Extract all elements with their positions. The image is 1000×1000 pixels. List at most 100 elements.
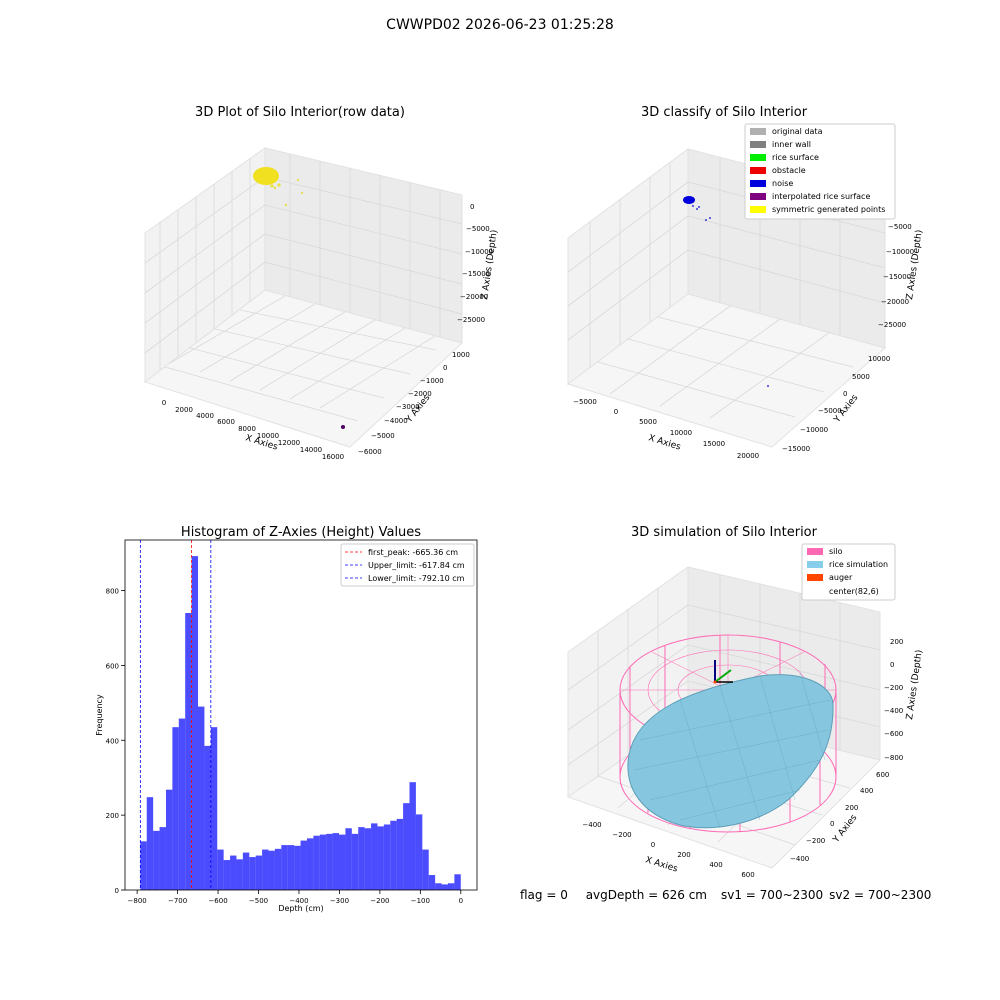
histogram-x-tick-label: −300	[330, 897, 349, 905]
histogram-bar	[377, 826, 384, 890]
svg-text:20000: 20000	[737, 452, 759, 460]
simulation-3d-title: 3D simulation of Silo Interior	[631, 525, 818, 540]
svg-text:−600: −600	[884, 730, 903, 738]
histogram-legend-label: Lower_limit: -792.10 cm	[368, 574, 465, 583]
histogram-x-tick-label: −400	[289, 897, 308, 905]
histogram-bar	[345, 828, 352, 890]
histogram-bar	[165, 789, 173, 890]
histogram-bar	[300, 840, 307, 890]
histogram-bar	[422, 849, 429, 890]
svg-text:14000: 14000	[300, 446, 322, 454]
histogram-bar	[223, 860, 231, 890]
svg-text:0: 0	[651, 841, 655, 849]
legend-inner-wall: inner wall	[772, 140, 811, 149]
histogram-bar	[447, 883, 455, 890]
histogram-bar	[185, 612, 192, 890]
histogram-frame	[124, 539, 478, 891]
svg-text:0: 0	[890, 661, 894, 669]
svg-text:−5000: −5000	[573, 398, 597, 406]
svg-text:−5000: −5000	[466, 225, 490, 233]
histogram-bar	[383, 824, 391, 890]
histogram-bar	[262, 849, 269, 890]
histogram-bar	[191, 556, 199, 890]
svg-text:1000: 1000	[452, 351, 470, 359]
histogram-bar	[358, 827, 365, 890]
histogram-bar	[371, 823, 378, 890]
svg-text:−6000: −6000	[358, 448, 382, 456]
svg-text:600: 600	[876, 771, 889, 779]
histogram-bar	[396, 818, 404, 890]
avg-depth-text: avgDepth = 626 cm	[585, 888, 707, 902]
histogram-y-tick-label: 200	[106, 812, 119, 820]
svg-text:15000: 15000	[703, 440, 725, 448]
histogram-bar	[153, 830, 160, 890]
histogram-bar	[146, 797, 154, 890]
histogram-title: Histogram of Z-Axies (Height) Values	[181, 525, 421, 540]
legend-silo: silo	[829, 547, 843, 556]
histogram-x-tick-label: −700	[168, 897, 187, 905]
svg-text:400: 400	[860, 787, 873, 795]
histogram-y-tick-label: 0	[115, 887, 119, 895]
legend-noise: noise	[772, 179, 793, 188]
svg-text:−5000: −5000	[888, 223, 912, 231]
histogram-legend	[340, 543, 475, 587]
svg-text:−5000: −5000	[818, 407, 842, 415]
svg-text:−4000: −4000	[384, 417, 408, 425]
svg-text:10000: 10000	[670, 429, 692, 437]
svg-text:−25000: −25000	[457, 316, 485, 324]
histogram-x-tick-label: −100	[411, 897, 430, 905]
svg-text:0: 0	[443, 364, 447, 372]
svg-text:600: 600	[741, 871, 754, 879]
histogram-bar	[409, 782, 416, 890]
svg-text:−200: −200	[884, 684, 903, 692]
svg-text:16000: 16000	[322, 453, 344, 461]
auger-indicator	[713, 660, 733, 684]
svg-text:−25000: −25000	[878, 321, 906, 329]
histogram-bar	[172, 727, 179, 890]
svg-text:0: 0	[162, 399, 166, 407]
histogram-bar	[339, 834, 346, 890]
svg-text:−15000: −15000	[883, 273, 911, 281]
raw-3d-title: 3D Plot of Silo Interior(row data)	[195, 105, 405, 120]
sv1-text: sv1 = 700~2300	[721, 888, 824, 902]
figure-title: CWWPD02 2026-06-23 01:25:28	[386, 17, 614, 33]
svg-text:−200: −200	[612, 831, 631, 839]
histogram-x-tick-label: 0	[459, 897, 463, 905]
histogram-y-tick-label: 600	[106, 662, 119, 670]
histogram-bar	[210, 727, 218, 890]
histogram-bar	[274, 848, 282, 890]
svg-text:2000: 2000	[175, 406, 193, 414]
svg-text:200: 200	[677, 851, 690, 859]
histogram-bar	[313, 835, 320, 890]
histogram-bar	[306, 838, 314, 890]
svg-text:400: 400	[709, 861, 722, 869]
svg-text:−2000: −2000	[408, 390, 432, 398]
legend-obstacle: obstacle	[772, 166, 806, 175]
histogram-bar	[435, 883, 442, 890]
svg-text:−200: −200	[806, 837, 825, 845]
histogram-bar	[454, 874, 461, 890]
histogram-bar	[204, 745, 211, 890]
svg-text:4000: 4000	[196, 412, 214, 420]
svg-text:0: 0	[830, 820, 834, 828]
svg-text:10000: 10000	[868, 355, 890, 363]
histogram-bar	[319, 834, 327, 890]
status-footer: flag = 0 avgDepth = 626 cm sv1 = 700~2300…	[520, 888, 945, 902]
histogram-bar	[242, 852, 250, 890]
raw-3d-panel: 3D Plot of Silo Interior(row data) X Axi…	[143, 105, 500, 461]
svg-text:−3000: −3000	[396, 403, 420, 411]
svg-text:12000: 12000	[278, 439, 300, 447]
histogram-x-tick-label: −200	[370, 897, 389, 905]
raw-z-label: Z Axies (Depth)	[480, 229, 500, 300]
svg-text:−10000: −10000	[800, 426, 828, 434]
simulation-legend: silo rice simulation auger center(82,6)	[801, 543, 896, 601]
raw-outlier-point	[341, 425, 345, 429]
histogram-bar	[281, 845, 288, 890]
histogram-bar	[198, 706, 205, 890]
histogram-bar	[351, 833, 359, 890]
histogram-x-tick-label: −500	[249, 897, 268, 905]
raw-point-cluster	[253, 167, 279, 185]
histogram-bar	[428, 875, 436, 890]
svg-text:0: 0	[614, 408, 618, 416]
